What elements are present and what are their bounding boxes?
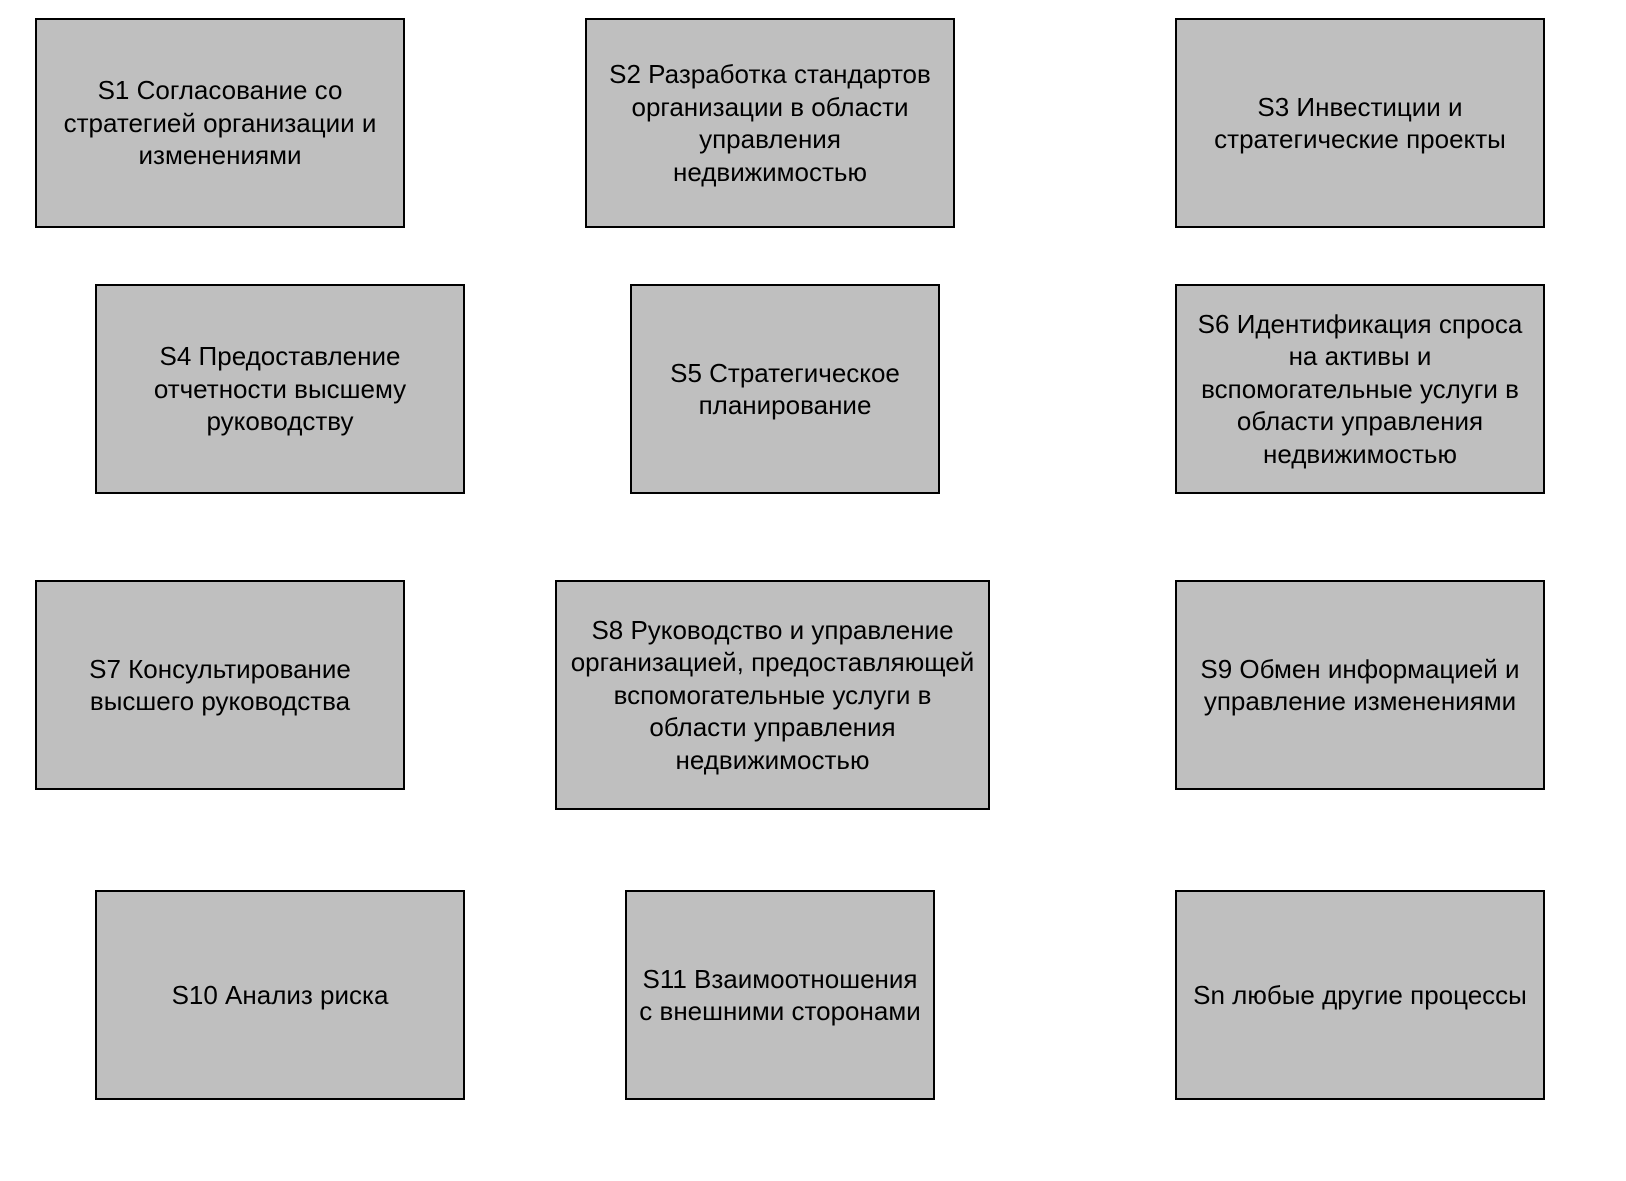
box-s6: S6 Идентификация спроса на активы и вспо… <box>1175 284 1545 494</box>
box-label-s11: S11 Взаимоотношения с внешними сторонами <box>639 963 921 1028</box>
box-label-s10: S10 Анализ риска <box>172 979 389 1012</box>
box-s7: S7 Консультирование высшего руководства <box>35 580 405 790</box>
box-label-s7: S7 Консультирование высшего руководства <box>49 653 391 718</box>
box-label-s5: S5 Стратегическое планирование <box>644 357 926 422</box>
box-sn: Sn любые другие процессы <box>1175 890 1545 1100</box>
box-label-s2: S2 Разработка стандартов организации в о… <box>599 58 941 188</box>
box-s2: S2 Разработка стандартов организации в о… <box>585 18 955 228</box>
box-label-s3: S3 Инвестиции и стратегические проекты <box>1189 91 1531 156</box>
box-label-s6: S6 Идентификация спроса на активы и вспо… <box>1189 308 1531 471</box>
box-s10: S10 Анализ риска <box>95 890 465 1100</box>
diagram-grid: S1 Согласование со стратегией организаци… <box>0 0 1626 1181</box>
box-s9: S9 Обмен информацией и управление измене… <box>1175 580 1545 790</box>
box-label-sn: Sn любые другие процессы <box>1193 979 1527 1012</box>
box-s5: S5 Стратегическое планирование <box>630 284 940 494</box>
box-label-s9: S9 Обмен информацией и управление измене… <box>1189 653 1531 718</box>
box-label-s1: S1 Согласование со стратегией организаци… <box>49 74 391 172</box>
box-s11: S11 Взаимоотношения с внешними сторонами <box>625 890 935 1100</box>
box-s1: S1 Согласование со стратегией организаци… <box>35 18 405 228</box>
box-label-s4: S4 Предоставление отчетности высшему рук… <box>109 340 451 438</box>
box-s8: S8 Руководство и управление организацией… <box>555 580 990 810</box>
box-s3: S3 Инвестиции и стратегические проекты <box>1175 18 1545 228</box>
box-label-s8: S8 Руководство и управление организацией… <box>569 614 976 777</box>
box-s4: S4 Предоставление отчетности высшему рук… <box>95 284 465 494</box>
